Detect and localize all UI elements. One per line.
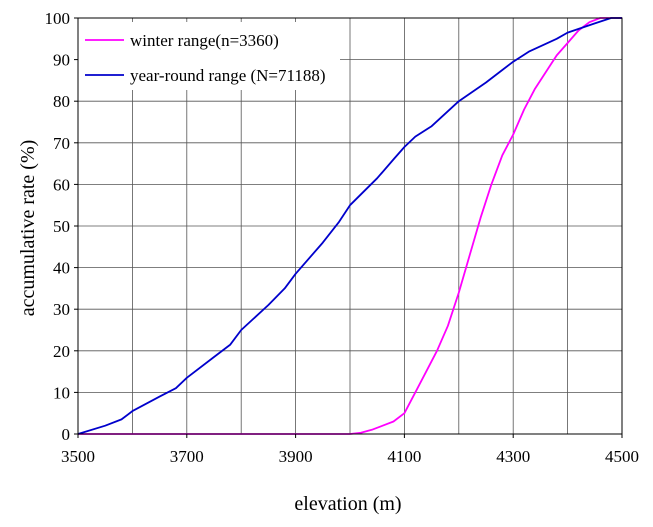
y-tick-label: 20 [53, 342, 70, 361]
series-line-winter-range [78, 17, 622, 435]
x-tick-label: 4500 [605, 447, 639, 466]
series-lines [77, 17, 622, 435]
x-tick-label: 4100 [387, 447, 421, 466]
y-tick-label: 40 [53, 259, 70, 278]
x-tick-label: 3500 [61, 447, 95, 466]
y-tick-label: 10 [53, 383, 70, 402]
x-axis-title: elevation (m) [294, 493, 401, 515]
y-tick-label: 90 [53, 51, 70, 70]
y-tick-label: 80 [53, 92, 70, 111]
y-tick-label: 30 [53, 300, 70, 319]
series-line-year-round-range [77, 17, 622, 435]
legend-label-year-round: year-round range (N=71188) [130, 66, 326, 85]
x-tick-label: 3700 [170, 447, 204, 466]
y-tick-label: 60 [53, 175, 70, 194]
axis-ticks: 0 10 20 30 40 50 60 70 80 90 100 3500 3700 3900 4100 43… [45, 9, 640, 466]
y-tick-label: 100 [45, 9, 71, 28]
legend: winter range(n=3360) year-round range (N… [78, 22, 340, 90]
y-tick-label: 70 [53, 134, 70, 153]
y-axis-title: accumulative rate (%) [17, 140, 39, 317]
x-tick-label: 3900 [279, 447, 313, 466]
y-tick-label: 50 [53, 217, 70, 236]
x-tick-label: 4300 [496, 447, 530, 466]
legend-box [78, 22, 340, 90]
y-tick-label: 0 [62, 425, 71, 444]
legend-label-winter: winter range(n=3360) [130, 31, 279, 50]
